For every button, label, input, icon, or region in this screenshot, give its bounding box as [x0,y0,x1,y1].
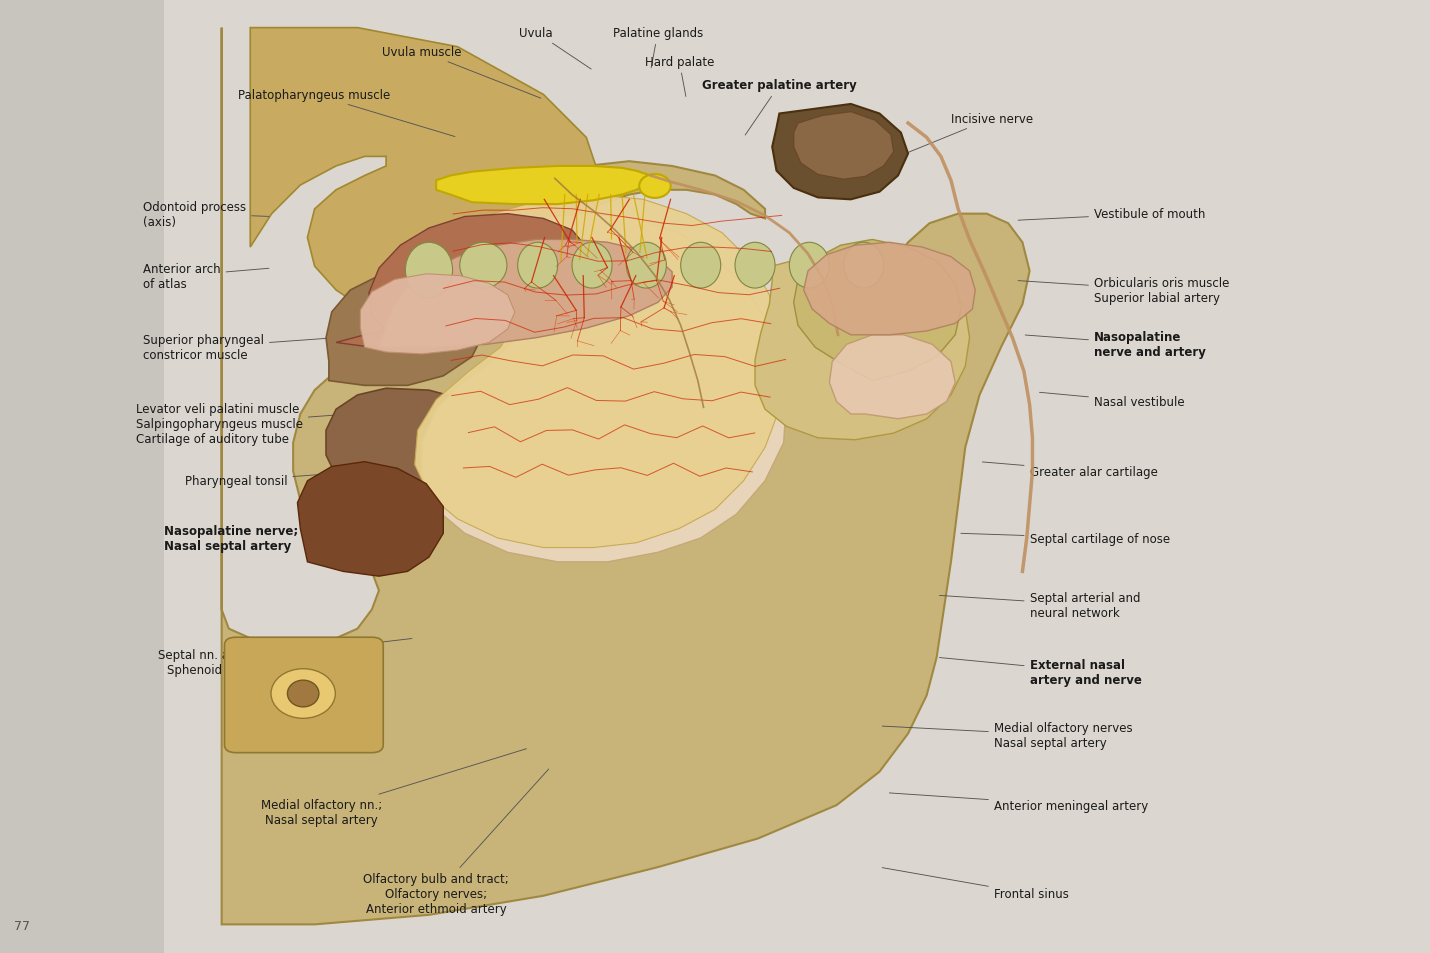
Ellipse shape [626,243,666,289]
Polygon shape [297,462,443,577]
Ellipse shape [639,175,671,199]
Polygon shape [336,214,593,348]
Text: Hard palate: Hard palate [645,55,714,97]
Text: Pharyngeal tonsil: Pharyngeal tonsil [184,472,362,488]
Polygon shape [804,243,975,335]
Polygon shape [436,167,651,205]
Text: Anterior arch
of atlas: Anterior arch of atlas [143,262,269,291]
Ellipse shape [844,243,884,289]
Text: Septal nn. and aa.
Sphenoid sinus: Septal nn. and aa. Sphenoid sinus [157,639,412,677]
Ellipse shape [459,243,506,289]
Text: Septal cartilage of nose: Septal cartilage of nose [961,532,1170,545]
Polygon shape [326,389,508,510]
Text: Odontoid process
(axis): Odontoid process (axis) [143,200,269,229]
Polygon shape [326,272,486,386]
Text: Greater palatine artery: Greater palatine artery [702,79,857,136]
Ellipse shape [572,243,612,289]
Text: Palatine glands: Palatine glands [612,27,704,69]
Ellipse shape [735,243,775,289]
Polygon shape [829,335,955,419]
Text: Anterior meningeal artery: Anterior meningeal artery [889,793,1148,812]
Text: Uvula: Uvula [519,27,591,70]
Text: Frontal sinus: Frontal sinus [882,868,1068,901]
Polygon shape [379,240,672,348]
Text: Incisive nerve: Incisive nerve [889,112,1032,161]
Ellipse shape [270,669,335,719]
Ellipse shape [789,243,829,289]
Polygon shape [222,29,1030,924]
Text: Levator veli palatini muscle
Salpingopharyngeus muscle
Cartilage of auditory tub: Levator veli palatini muscle Salpingopha… [136,402,347,446]
Text: Nasopalatine
nerve and artery: Nasopalatine nerve and artery [1025,331,1205,359]
Text: External nasal
artery and nerve: External nasal artery and nerve [940,658,1141,686]
Ellipse shape [406,243,452,298]
Text: Medial olfactory nerves
Nasal septal artery: Medial olfactory nerves Nasal septal art… [882,721,1133,750]
Bar [0,0,164,953]
Ellipse shape [518,243,558,289]
FancyBboxPatch shape [225,638,383,753]
Text: Palatopharyngeus muscle: Palatopharyngeus muscle [239,89,455,137]
Polygon shape [755,253,970,440]
Polygon shape [360,274,515,355]
Polygon shape [772,105,908,200]
Text: Greater alar cartilage: Greater alar cartilage [982,462,1157,478]
Polygon shape [794,240,961,381]
Text: Medial olfactory nn.;
Nasal septal artery: Medial olfactory nn.; Nasal septal arter… [262,749,526,826]
Text: 77: 77 [14,920,30,932]
Polygon shape [250,29,601,319]
Ellipse shape [287,680,319,707]
Text: Septal arterial and
neural network: Septal arterial and neural network [940,591,1140,619]
Text: Nasopalatine nerve;
Nasal septal artery: Nasopalatine nerve; Nasal septal artery [164,524,362,553]
Text: Vestibule of mouth: Vestibule of mouth [1018,208,1205,221]
Text: Uvula muscle: Uvula muscle [382,46,541,99]
Ellipse shape [681,243,721,289]
Text: Nasal vestibule: Nasal vestibule [1040,393,1184,409]
Polygon shape [415,195,784,548]
Text: Olfactory bulb and tract;
Olfactory nerves;
Anterior ethmoid artery: Olfactory bulb and tract; Olfactory nerv… [363,769,549,916]
Polygon shape [422,214,786,562]
Polygon shape [794,112,894,180]
Text: Superior pharyngeal
constricor muscle: Superior pharyngeal constricor muscle [143,334,333,362]
Text: Orbicularis oris muscle
Superior labial artery: Orbicularis oris muscle Superior labial … [1018,276,1230,305]
